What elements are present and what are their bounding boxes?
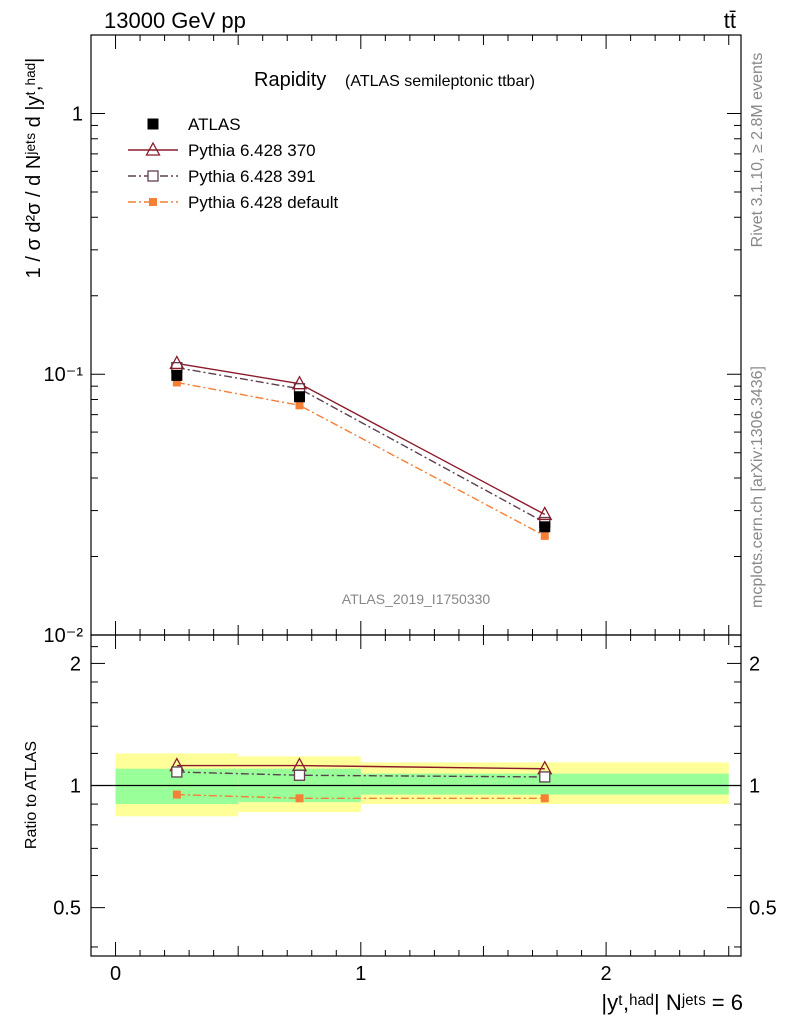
data-point [171, 369, 183, 381]
ratio-data-point [540, 794, 549, 803]
legend: ATLAS Pythia 6.428 370 Pythia 6.428 391 Pyt… [128, 115, 339, 212]
energy-label: 13000 GeV pp [104, 8, 246, 33]
ratio-y-tick-label-right: 0.5 [749, 898, 777, 920]
legend-label: Pythia 6.428 370 [188, 141, 316, 160]
legend-marker [149, 198, 157, 206]
ratio-y-tick-label: 2 [70, 653, 81, 675]
legend-label: Pythia 6.428 391 [188, 167, 316, 186]
plot-title: Rapidity [254, 69, 326, 91]
main-y-axis-label: 1 / σ d²σ / d Nʲᵉᵗˢ d |yᵗ,ʰᵃᵈ| [23, 58, 45, 279]
mcplots-label: mcplots.cern.ch [arXiv:1306.3436] [749, 366, 766, 608]
x-tick-label: 1 [355, 963, 366, 985]
ratio-plot-frame [90, 634, 742, 957]
process-label: tt̄ [724, 8, 736, 33]
y-tick-label: 1 [72, 103, 83, 125]
ratio-y-tick-label-right: 2 [749, 653, 760, 675]
ratio-data-point [293, 769, 306, 781]
data-point [295, 401, 304, 410]
analysis-watermark: ATLAS_2019_I1750330 [342, 591, 491, 607]
y-tick-label: 10⁻² [44, 625, 84, 647]
data-point [169, 355, 185, 370]
rivet-label: Rivet 3.1.10, ≥ 2.8M events [749, 53, 766, 248]
legend-label: ATLAS [188, 115, 241, 134]
data-point [537, 506, 553, 521]
series-line [176, 381, 546, 537]
ratio-y-tick-label: 1 [70, 776, 81, 798]
ratio-y-tick-label-right: 1 [749, 776, 760, 798]
ratio-plot-panel: 0 1 2 2 2 1 1 0.5 0.5 Ratio to ATLAS [23, 634, 777, 985]
main-axis-ticks: 1 10⁻¹ 10⁻² [44, 34, 741, 647]
plot-subtitle: (ATLAS semileptonic ttbar) [345, 73, 535, 90]
main-plot-panel: 1 10⁻¹ 10⁻² Rapidity (ATLAS semileptonic t… [23, 34, 742, 647]
data-point [291, 375, 308, 390]
ratio-y-tick-label: 0.5 [53, 898, 81, 920]
ratio-series-line [176, 764, 545, 770]
series-line [176, 366, 546, 524]
main-series-layer [169, 355, 553, 540]
x-tick-label: 0 [110, 963, 121, 985]
ratio-data-point [172, 790, 181, 799]
data-point [539, 521, 551, 533]
legend-marker [147, 170, 159, 182]
legend-marker [147, 118, 159, 130]
data-point [293, 391, 305, 403]
ratio-y-axis-label: Ratio to ATLAS [23, 741, 40, 849]
uncertainty-bands [91, 753, 741, 817]
ratio-data-point [295, 794, 304, 803]
ratio-data-point [539, 771, 551, 783]
legend-marker [145, 141, 161, 156]
ratio-axis-ticks: 0 1 2 2 2 1 1 0.5 0.5 [53, 635, 777, 985]
legend-label: Pythia 6.428 default [188, 193, 339, 212]
x-axis-label: |yᵗ,ʰᵃᵈ| Nʲᵉᵗˢ = 6 [601, 990, 743, 1015]
inner-band [360, 773, 729, 795]
y-tick-label: 10⁻¹ [44, 364, 84, 386]
ratio-series-layer [169, 757, 553, 803]
ratio-data-point [171, 766, 183, 778]
x-tick-label: 2 [601, 963, 612, 985]
data-point [172, 378, 181, 387]
data-point [540, 531, 549, 540]
